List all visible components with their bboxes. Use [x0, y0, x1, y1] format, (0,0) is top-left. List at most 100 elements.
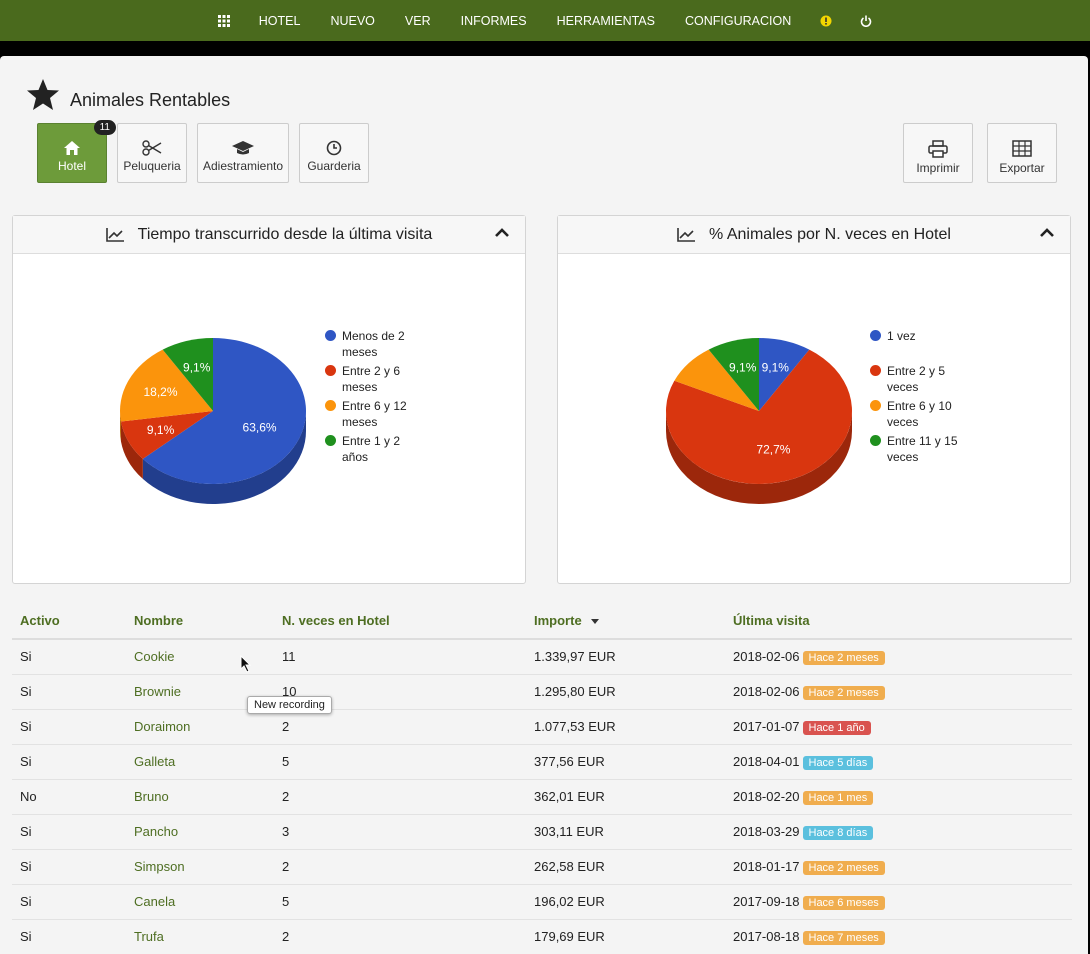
- apps-icon[interactable]: [218, 15, 230, 27]
- legend-label: Entre 6 y 12 meses: [342, 399, 407, 429]
- badge: Hace 8 días: [803, 826, 874, 840]
- table-row: NoBruno2362,01 EUR2018-02-20Hace 1 mes: [12, 779, 1072, 814]
- line-chart-icon: [677, 228, 695, 242]
- button-label: Exportar: [999, 161, 1044, 175]
- table-row: SiDoraimon21.077,53 EUR2017-01-07Hace 1 …: [12, 709, 1072, 744]
- panel-title: % Animales por N. veces en Hotel: [709, 226, 951, 244]
- cell: Galleta: [126, 744, 274, 779]
- date: 2018-01-17: [733, 859, 800, 874]
- star-icon: [26, 78, 60, 112]
- cell: 1.077,53 EUR: [526, 709, 725, 744]
- slice-label: 9,1%: [183, 361, 211, 375]
- legend-label: Entre 2 y 6 meses: [342, 364, 400, 394]
- tab-button[interactable]: Adiestramiento: [197, 123, 289, 183]
- cell: 11: [274, 639, 526, 674]
- tab-button[interactable]: Hotel 11: [37, 123, 107, 183]
- cell: Simpson: [126, 849, 274, 884]
- cell: 5: [274, 744, 526, 779]
- header-row: ActivoNombreN. veces en HotelImporteÚlti…: [12, 603, 1072, 639]
- cell: Doraimon: [126, 709, 274, 744]
- action-button[interactable]: Exportar: [987, 123, 1057, 183]
- cell: 2018-02-06Hace 2 meses: [725, 674, 1072, 709]
- data-table: ActivoNombreN. veces en HotelImporteÚlti…: [12, 603, 1072, 954]
- cell: 5: [274, 884, 526, 919]
- cell: 2017-09-18Hace 6 meses: [725, 884, 1072, 919]
- cell: 2: [274, 709, 526, 744]
- slice-label: 63,6%: [243, 421, 277, 435]
- legend-item: Entre 6 y 12 meses: [325, 398, 425, 433]
- legend-item: Entre 1 y 2 años: [325, 433, 425, 468]
- table-row: SiSimpson2262,58 EUR2018-01-17Hace 2 mes…: [12, 849, 1072, 884]
- date: 2018-02-20: [733, 789, 800, 804]
- cell: Si: [12, 744, 126, 779]
- print-icon: [928, 140, 948, 158]
- cell: Trufa: [126, 919, 274, 954]
- count-badge: 11: [94, 120, 116, 135]
- clock-icon: [326, 140, 342, 156]
- legend-label: Entre 6 y 10 veces: [887, 399, 952, 429]
- nav-item[interactable]: VER: [390, 14, 446, 28]
- column-header: Importe: [526, 603, 725, 639]
- cell: Pancho: [126, 814, 274, 849]
- column-title: N. veces en Hotel: [282, 613, 390, 628]
- date: 2017-01-07: [733, 719, 800, 734]
- badge: Hace 2 meses: [803, 861, 885, 875]
- collapse-icon[interactable]: [1040, 228, 1054, 238]
- power-icon[interactable]: [860, 15, 872, 27]
- column-title: Nombre: [134, 613, 183, 628]
- nav-item[interactable]: NUEVO: [315, 14, 389, 28]
- nav-item[interactable]: CONFIGURACION: [670, 14, 806, 28]
- alert-icon[interactable]: [820, 15, 832, 27]
- cell: 179,69 EUR: [526, 919, 725, 954]
- date: 2018-03-29: [733, 824, 800, 839]
- action-button[interactable]: Imprimir: [903, 123, 973, 183]
- sort-indicator: [588, 617, 602, 625]
- cell: Si: [12, 639, 126, 674]
- column-header: N. veces en Hotel: [274, 603, 526, 639]
- legend-item: Menos de 2 meses: [325, 328, 425, 363]
- nav-item[interactable]: INFORMES: [446, 14, 542, 28]
- cell: 2018-01-17Hace 2 meses: [725, 849, 1072, 884]
- date: 2018-04-01: [733, 754, 800, 769]
- cell: 196,02 EUR: [526, 884, 725, 919]
- legend-label: 1 vez: [887, 329, 916, 343]
- chart-panel: Tiempo transcurrido desde la última visi…: [12, 215, 526, 584]
- pie-chart: 9,1%72,7%9,1%: [558, 254, 858, 584]
- legend-item: Entre 2 y 6 meses: [325, 363, 425, 398]
- legend-swatch: [325, 435, 336, 446]
- date: 2018-02-06: [733, 684, 800, 699]
- table-row: SiCanela5196,02 EUR2017-09-18Hace 6 mese…: [12, 884, 1072, 919]
- badge: Hace 6 meses: [803, 896, 885, 910]
- cell: 3: [274, 814, 526, 849]
- cell: 303,11 EUR: [526, 814, 725, 849]
- date: 2017-08-18: [733, 929, 800, 944]
- legend-item: 1 vez: [870, 328, 970, 363]
- slice-label: 72,7%: [756, 443, 790, 457]
- cell: 1.295,80 EUR: [526, 674, 725, 709]
- sort-arrow: [591, 619, 599, 624]
- slice-label: 9,1%: [729, 361, 757, 375]
- graduation-icon: [231, 140, 255, 156]
- badge: Hace 5 días: [803, 756, 874, 770]
- cell: 2017-08-18Hace 7 meses: [725, 919, 1072, 954]
- nav-item[interactable]: HOTEL: [244, 14, 316, 28]
- home-icon: [63, 140, 81, 156]
- table-row: SiPancho3303,11 EUR2018-03-29Hace 8 días: [12, 814, 1072, 849]
- button-label: Adiestramiento: [203, 159, 283, 173]
- nav-item[interactable]: HERRAMIENTAS: [542, 14, 670, 28]
- collapse-icon[interactable]: [495, 228, 509, 238]
- legend-item: Entre 6 y 10 veces: [870, 398, 970, 433]
- tab-button[interactable]: Guarderia: [299, 123, 369, 183]
- cell: Si: [12, 849, 126, 884]
- tab-button[interactable]: Peluqueria: [117, 123, 187, 183]
- badge: Hace 7 meses: [803, 931, 885, 945]
- cell: Si: [12, 709, 126, 744]
- top-nav: HOTEL NUEVO VER INFORMES HERRAMIENTAS CO…: [0, 0, 1090, 41]
- slice-label: 18,2%: [144, 385, 178, 399]
- table-row: SiCookie111.339,97 EUR2018-02-06Hace 2 m…: [12, 639, 1072, 674]
- cell: Canela: [126, 884, 274, 919]
- cell: Si: [12, 674, 126, 709]
- badge: Hace 2 meses: [803, 686, 885, 700]
